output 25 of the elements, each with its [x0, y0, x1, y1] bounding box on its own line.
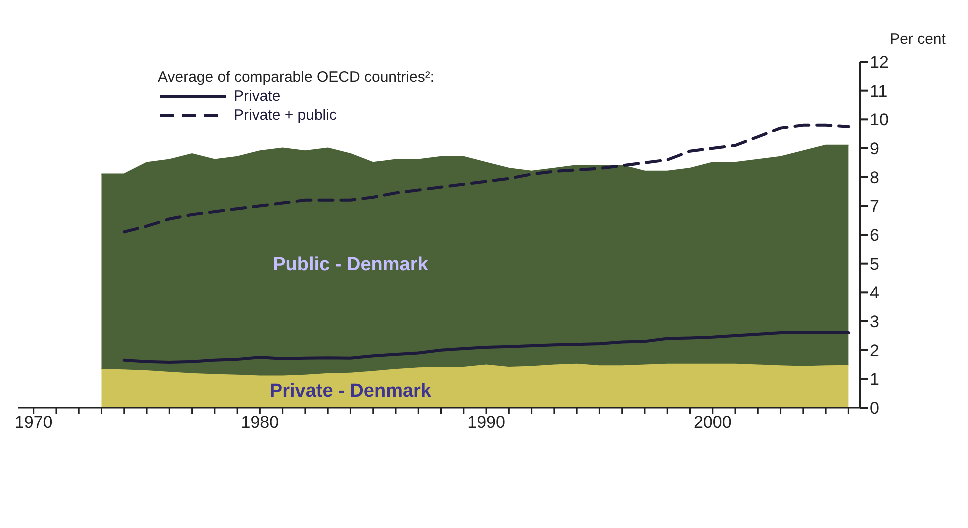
y-tick-label: 3	[870, 312, 880, 332]
x-tick-label: 1990	[468, 413, 506, 432]
x-tick-label: 2000	[694, 413, 732, 432]
x-tick-label: 1970	[14, 413, 53, 432]
line-series	[122, 330, 850, 364]
y-tick-label: 0	[870, 399, 880, 418]
legend-label: Private + public	[234, 106, 337, 125]
y-tick-label: 10	[870, 110, 889, 130]
y-axis-title: Per cent	[890, 31, 947, 48]
y-tick-label: 11	[870, 82, 888, 101]
legend-title: Average of comparable OECD countries²:	[158, 68, 436, 87]
line-series	[122, 124, 850, 234]
y-tick-label: 7	[870, 197, 880, 216]
y-tick-label: 9	[870, 140, 880, 159]
series-label: Private - Denmark	[270, 381, 432, 402]
y-tick-label: 8	[870, 168, 880, 188]
y-tick-label: 5	[870, 254, 880, 274]
y-tick-label: 6	[870, 226, 880, 246]
y-tick-label: 2	[870, 341, 880, 360]
series-label: Public - Denmark	[273, 254, 429, 276]
x-tick-label: 1980	[241, 413, 280, 432]
legend-label: Private	[234, 87, 281, 106]
y-tick-label: 1	[870, 370, 880, 390]
y-tick-label: 12	[870, 53, 889, 72]
y-tick-label: 4	[870, 284, 880, 303]
